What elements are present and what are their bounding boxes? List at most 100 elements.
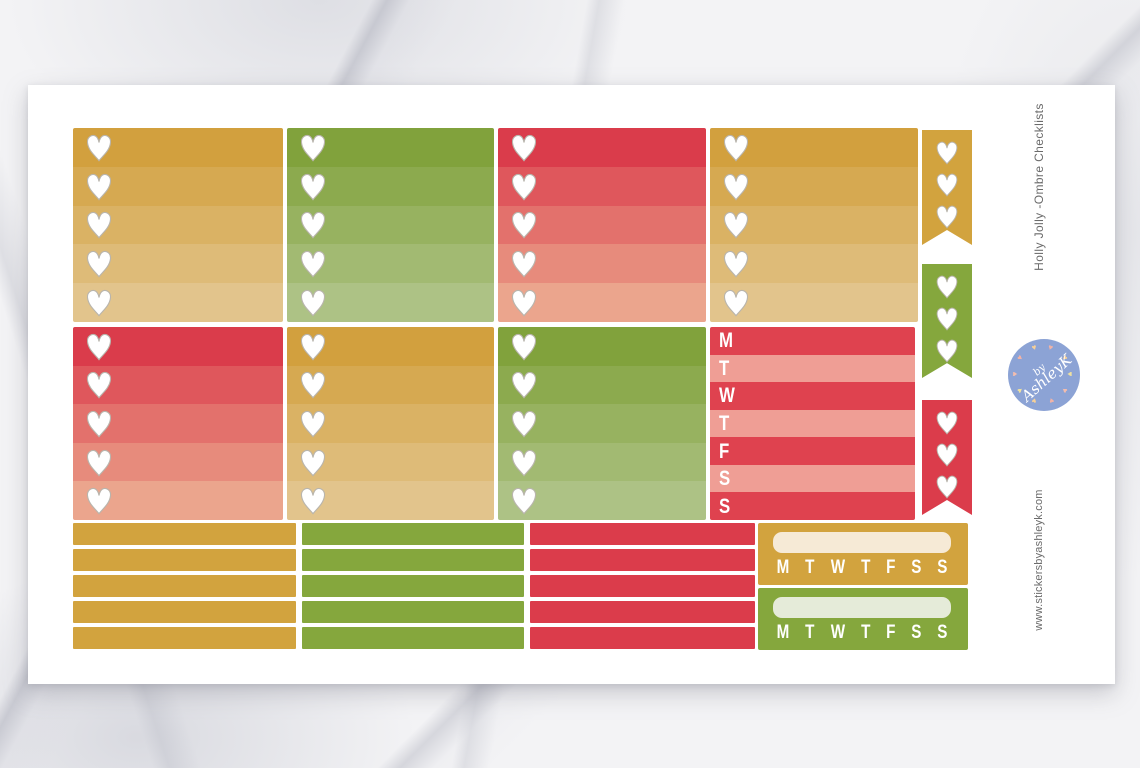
strip-sticker	[530, 549, 755, 571]
heart-checkbox-icon	[511, 449, 537, 477]
checklist-band	[498, 327, 706, 366]
heart-checkbox-icon	[511, 134, 537, 162]
heart-checkbox-icon	[936, 307, 958, 331]
weekday-letter: F	[886, 622, 896, 643]
weekday-row: S	[710, 464, 915, 493]
heart-checkbox-icon	[300, 134, 326, 162]
heart-checkbox-icon	[300, 212, 326, 240]
heart-checkbox-icon	[511, 488, 537, 515]
heart-checkbox-icon	[300, 410, 326, 438]
logo-name-text: AshleyK	[1017, 350, 1076, 406]
checklist-band	[73, 481, 283, 520]
weekday-letter: T	[805, 622, 815, 643]
checklist-band	[287, 166, 494, 206]
strip-sticker	[530, 627, 755, 649]
heart-checkbox-icon	[936, 141, 958, 165]
heart-checkbox-icon	[936, 339, 958, 363]
heart-checkbox-icon	[86, 488, 112, 515]
weekday-letter: M	[776, 557, 790, 578]
heart-checkbox-icon	[936, 443, 958, 467]
heart-checkbox-icon	[511, 333, 537, 361]
weekday-letter: S	[911, 622, 922, 643]
checklist-box-red	[73, 327, 283, 520]
checklist-band	[710, 283, 918, 322]
heart-checkbox-icon	[723, 134, 749, 162]
strip-column-red	[530, 523, 755, 649]
checklist-band	[287, 205, 494, 245]
heart-checkbox-icon	[86, 251, 112, 278]
strip-sticker	[302, 627, 524, 649]
heart-checkbox-icon	[511, 290, 537, 317]
weekday-letter: S	[937, 622, 948, 643]
strip-sticker	[530, 575, 755, 597]
checklist-band	[73, 205, 283, 245]
checklist-band	[287, 128, 494, 167]
heart-checkbox-icon	[511, 410, 537, 438]
checklist-band	[710, 166, 918, 206]
weekday-letter: S	[719, 494, 731, 518]
checklist-band	[498, 244, 706, 284]
weekday-letter: S	[719, 467, 731, 491]
heart-checkbox-icon	[511, 212, 537, 240]
header-writing-box	[773, 532, 951, 553]
heart-checkbox-icon	[86, 449, 112, 477]
weekday-letter: S	[937, 557, 948, 578]
checklist-band	[498, 128, 706, 167]
heart-flag-sticker-red	[922, 400, 972, 515]
checklist-band	[710, 205, 918, 245]
heart-flag-sticker-green	[922, 264, 972, 378]
heart-checkbox-icon	[936, 205, 958, 229]
heart-checkbox-icon	[86, 290, 112, 317]
heart-checkbox-icon	[300, 488, 326, 515]
checklist-band	[287, 481, 494, 520]
strip-sticker	[73, 523, 296, 545]
checklist-band	[287, 442, 494, 482]
weekday-letter: T	[719, 356, 730, 380]
checklist-band	[73, 327, 283, 366]
weekday-row: W	[710, 382, 915, 410]
strip-sticker	[302, 575, 524, 597]
strip-sticker	[73, 627, 296, 649]
heart-checkbox-icon	[511, 372, 537, 399]
weekday-letter: T	[805, 557, 815, 578]
heart-checkbox-icon	[936, 411, 958, 435]
strip-sticker	[302, 601, 524, 623]
checklist-band	[498, 166, 706, 206]
checklist-box-gold	[287, 327, 494, 520]
checklist-band	[73, 166, 283, 206]
weekday-row: T	[710, 354, 915, 383]
strip-sticker	[73, 575, 296, 597]
heart-checkbox-icon	[300, 251, 326, 278]
checklist-box-gold	[710, 128, 918, 322]
strip-sticker	[530, 601, 755, 623]
heart-checkbox-icon	[86, 372, 112, 399]
checklist-band	[73, 128, 283, 167]
weekday-row: S	[710, 492, 915, 520]
checklist-box-green	[498, 327, 706, 520]
heart-checkbox-icon	[86, 134, 112, 162]
heart-checkbox-icon	[723, 251, 749, 278]
weekday-letter: W	[719, 384, 735, 408]
heart-checkbox-icon	[936, 275, 958, 299]
weekday-letter: W	[830, 557, 846, 578]
strip-sticker	[73, 549, 296, 571]
heart-checkbox-icon	[300, 372, 326, 399]
heart-checkbox-icon	[511, 173, 537, 201]
brand-logo: ♥ ♥ ♥ ♥ ♥ ♥ ♥ ♥ ♥ ♥ by AshleyK	[1008, 339, 1080, 411]
checklist-band	[498, 365, 706, 405]
checklist-band	[287, 283, 494, 322]
product-title: Holly Jolly -Ombre Checklists	[1032, 103, 1046, 271]
strip-sticker	[530, 523, 755, 545]
heart-checkbox-icon	[723, 173, 749, 201]
checklist-band	[287, 244, 494, 284]
heart-checkbox-icon	[300, 449, 326, 477]
checklist-band	[73, 442, 283, 482]
checklist-band	[498, 442, 706, 482]
checklist-box-gold	[73, 128, 283, 322]
